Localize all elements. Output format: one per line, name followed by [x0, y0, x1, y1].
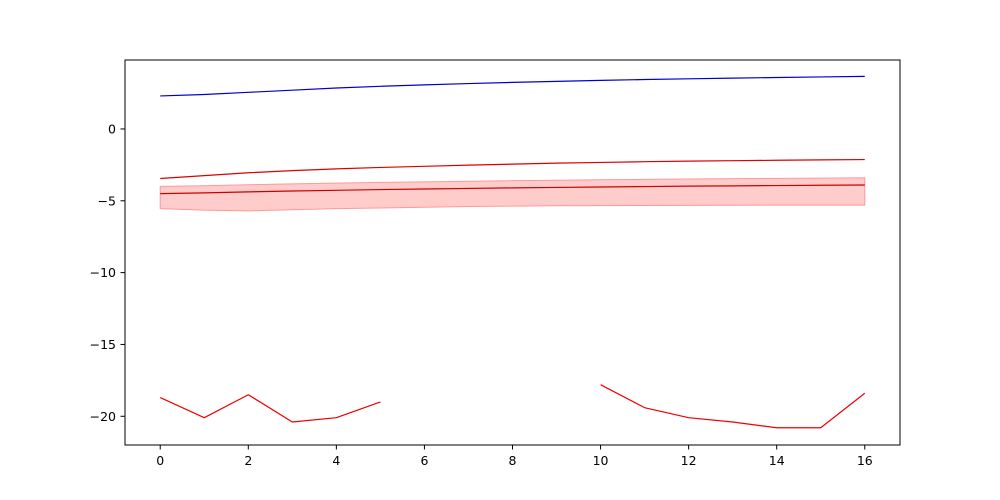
- y-tick-label--15: −15: [90, 337, 116, 352]
- x-axis-ticks: 0 2 4 6 8 10 12 14 16: [156, 445, 873, 468]
- y-tick-label--10: −10: [90, 265, 116, 280]
- x-tick-label-8: 8: [509, 453, 517, 468]
- x-tick-label-16: 16: [857, 453, 873, 468]
- x-tick-label-6: 6: [420, 453, 428, 468]
- plot-background: [125, 60, 900, 445]
- x-tick-label-4: 4: [332, 453, 340, 468]
- series-4-line-segment-2: [600, 384, 866, 429]
- y-tick-label-0: 0: [108, 121, 116, 136]
- series-2-line-segment-1: [160, 158, 865, 180]
- y-axis-ticks: −20 −15 −10 −5 0: [90, 121, 125, 424]
- series-1-line-segment-1: [160, 75, 865, 97]
- x-tick-label-10: 10: [593, 453, 609, 468]
- series-4-line-segment-1: [159, 394, 381, 423]
- series-lines: [159, 75, 866, 429]
- y-tick-label--5: −5: [98, 193, 116, 208]
- x-tick-label-2: 2: [244, 453, 252, 468]
- x-tick-label-14: 14: [769, 453, 785, 468]
- series-3-line-segment-1: [160, 184, 865, 195]
- x-tick-label-12: 12: [681, 453, 697, 468]
- y-tick-label--20: −20: [90, 409, 116, 424]
- x-tick-label-0: 0: [156, 453, 164, 468]
